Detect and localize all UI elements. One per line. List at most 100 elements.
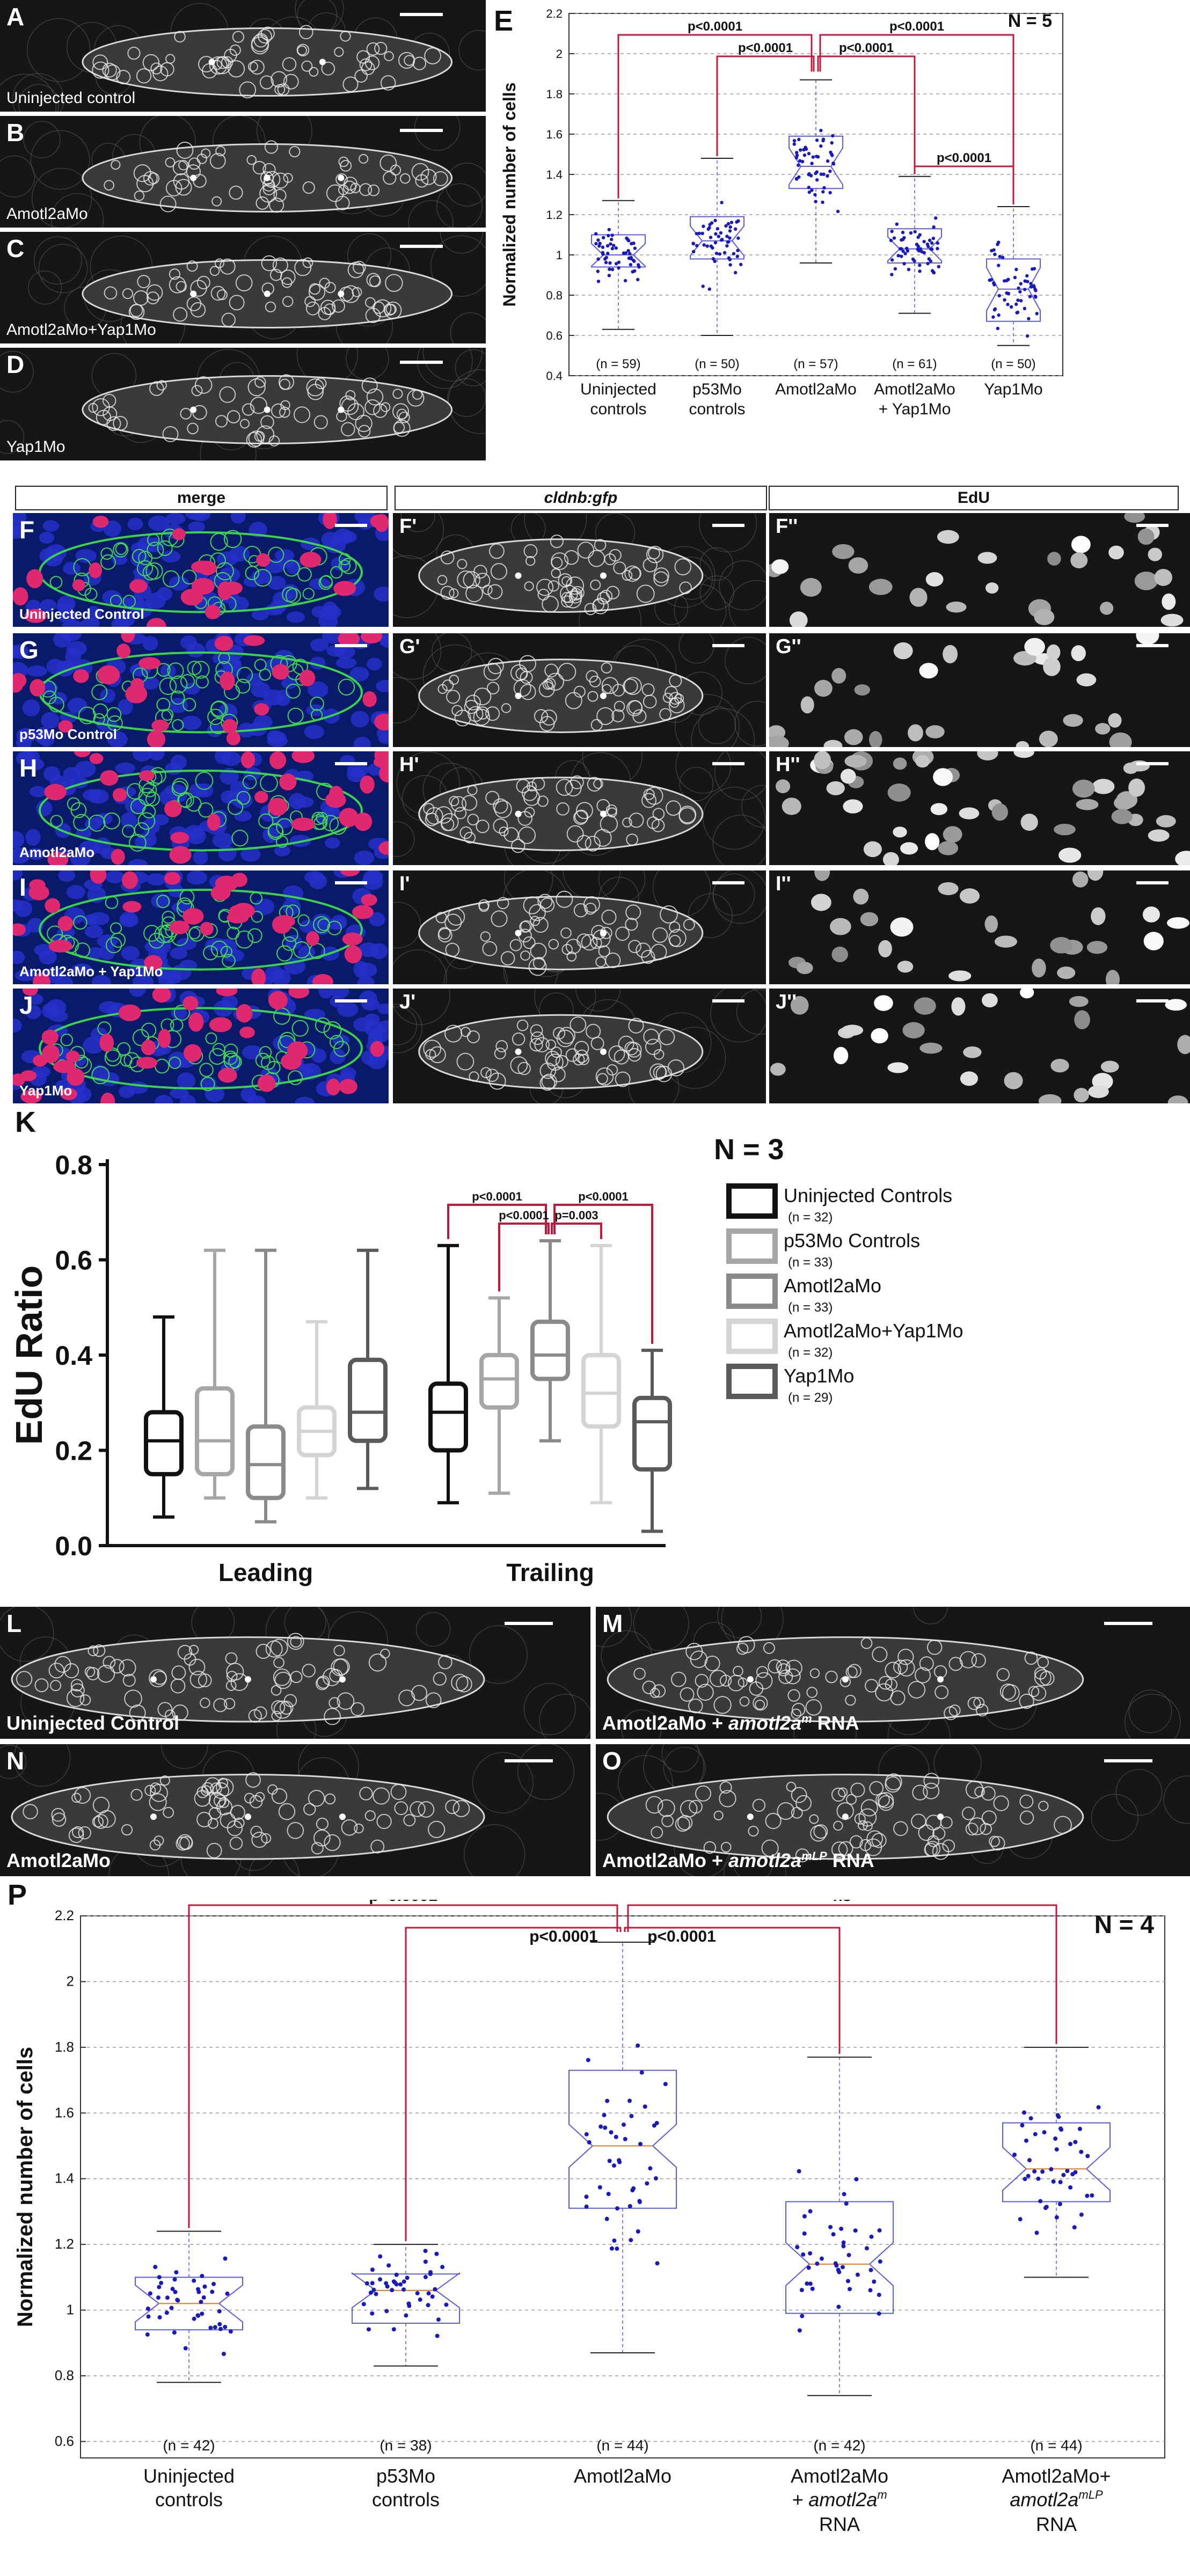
data-point — [937, 265, 941, 269]
cell-outline — [596, 707, 615, 725]
cell-outline — [674, 558, 692, 576]
nucleus — [118, 1004, 141, 1021]
cell-outline — [736, 1642, 749, 1655]
micrograph-panel-C: C Amotl2aMo+Yap1Mo — [0, 232, 486, 343]
dapi-nucleus — [207, 723, 223, 737]
nucleus — [914, 997, 936, 1015]
nucleus — [823, 740, 843, 747]
cell-outline — [679, 581, 692, 595]
cell-outline — [515, 667, 528, 680]
cell-outline — [373, 1787, 390, 1805]
cell-outline — [965, 1780, 984, 1799]
nucleus — [139, 770, 155, 781]
nucleus — [1038, 1094, 1062, 1103]
legend-swatch — [726, 1274, 778, 1309]
rosette-center — [747, 1813, 754, 1820]
nucleus — [287, 1041, 308, 1060]
cell-outline — [227, 410, 240, 423]
dapi-nucleus — [247, 1095, 266, 1103]
nucleus — [164, 800, 182, 817]
background-cell — [679, 767, 714, 801]
cell-outline — [256, 425, 275, 444]
gfp-cell — [276, 835, 288, 848]
nucleus — [1050, 937, 1072, 954]
nucleus — [1032, 958, 1046, 978]
cell-outline — [298, 25, 313, 40]
data-point — [165, 2295, 170, 2300]
cell-outline — [279, 406, 290, 418]
data-point — [637, 265, 641, 269]
data-point — [991, 315, 995, 319]
cell-outline — [255, 1644, 271, 1659]
nucleus — [1043, 657, 1061, 676]
data-point — [700, 231, 704, 236]
dapi-nucleus — [58, 870, 76, 882]
panel-letter-E: E — [494, 5, 514, 37]
data-point — [834, 2263, 839, 2268]
gfp-cell — [223, 530, 242, 548]
nucleus — [1063, 714, 1083, 727]
cell-outline — [338, 156, 349, 167]
nucleus — [925, 725, 945, 738]
data-point — [795, 2245, 800, 2250]
gfp-panel-G: G' — [393, 633, 766, 747]
nucleus — [352, 905, 374, 919]
scale-bar — [335, 881, 367, 884]
background-cell — [1115, 1769, 1163, 1816]
dapi-nucleus — [87, 947, 104, 960]
nucleus — [868, 579, 893, 595]
nucleus — [994, 935, 1018, 948]
cell-outline — [935, 1685, 949, 1700]
cell-outline — [575, 1049, 589, 1063]
data-point — [900, 254, 903, 258]
cell-outline — [577, 541, 595, 559]
cell-outline — [370, 1839, 385, 1854]
micrograph-image — [0, 0, 486, 112]
gfp-image — [393, 989, 766, 1103]
cell-outline — [845, 1666, 858, 1678]
cell-outline — [283, 173, 293, 183]
cell-outline — [590, 719, 603, 731]
box-notched — [785, 2201, 894, 2314]
nucleus — [814, 751, 831, 770]
dapi-nucleus — [218, 845, 237, 861]
cell-outline — [429, 1046, 446, 1064]
dapi-nucleus — [295, 1096, 315, 1103]
cell-texture — [393, 751, 766, 865]
cell-outline — [270, 1638, 288, 1657]
nucleus — [1108, 713, 1122, 728]
gfp-cell — [136, 560, 154, 576]
gfp-cell — [60, 1034, 74, 1046]
cell-outline — [411, 163, 429, 181]
cell-outline — [690, 1650, 708, 1668]
gfp-cell — [91, 684, 108, 700]
cell-outline — [677, 1815, 693, 1831]
cell-outline — [765, 1813, 782, 1829]
data-point — [366, 2327, 371, 2332]
data-point — [792, 138, 797, 143]
y-tick-label: 1.6 — [55, 2104, 74, 2120]
cell-outline — [791, 1787, 807, 1803]
nucleus — [360, 775, 375, 794]
y-tick-label: 1.6 — [546, 128, 563, 141]
dapi-nucleus — [75, 549, 97, 563]
nucleus — [191, 560, 215, 573]
data-point — [602, 2113, 607, 2118]
cell-outline — [551, 557, 563, 569]
cell-outline — [269, 268, 282, 281]
nucleus — [811, 894, 831, 911]
dapi-nucleus — [221, 790, 237, 804]
data-point — [614, 262, 618, 266]
cell-outline — [229, 185, 243, 200]
data-point — [628, 252, 632, 255]
dapi-nucleus — [264, 559, 286, 573]
rosette-center — [190, 406, 197, 413]
group-n-label: (n = 42) — [813, 2437, 865, 2454]
cell-outline — [516, 1019, 529, 1031]
data-point — [802, 153, 807, 157]
data-point — [821, 190, 825, 194]
data-point — [1085, 2193, 1090, 2198]
rosette-center — [747, 1676, 754, 1683]
panel-letter-H: H — [19, 754, 38, 782]
